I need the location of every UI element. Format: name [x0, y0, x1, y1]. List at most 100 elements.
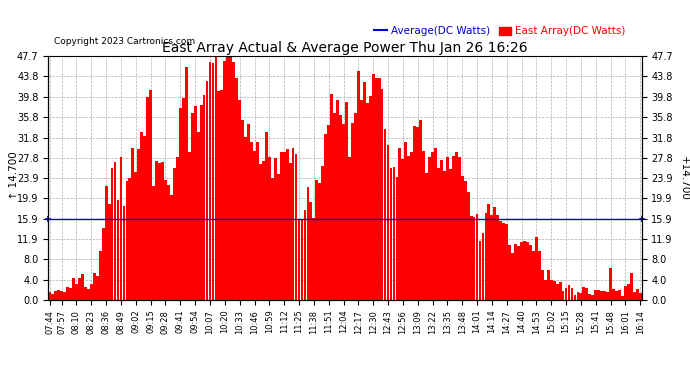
Bar: [271, 178, 274, 300]
Bar: [458, 158, 461, 300]
Bar: [262, 161, 265, 300]
Bar: [416, 127, 419, 300]
Bar: [393, 167, 395, 300]
Bar: [99, 251, 101, 300]
Bar: [532, 251, 535, 300]
Bar: [144, 136, 146, 300]
Bar: [283, 152, 286, 300]
Bar: [339, 116, 342, 300]
Bar: [128, 178, 131, 300]
Bar: [119, 157, 122, 300]
Bar: [639, 292, 642, 300]
Bar: [411, 152, 413, 300]
Bar: [161, 162, 164, 300]
Bar: [203, 96, 206, 300]
Bar: [455, 153, 457, 300]
Bar: [384, 129, 386, 300]
Bar: [535, 237, 538, 300]
Bar: [493, 207, 496, 300]
Title: East Array Actual & Average Power Thu Jan 26 16:26: East Array Actual & Average Power Thu Ja…: [162, 41, 528, 55]
Bar: [96, 276, 99, 300]
Bar: [280, 153, 283, 300]
Bar: [571, 288, 573, 300]
Bar: [511, 253, 514, 300]
Bar: [182, 98, 185, 300]
Bar: [233, 62, 235, 300]
Bar: [167, 185, 170, 300]
Bar: [582, 287, 585, 300]
Bar: [381, 89, 384, 300]
Bar: [256, 141, 259, 300]
Bar: [146, 97, 149, 300]
Bar: [440, 160, 443, 300]
Bar: [55, 291, 57, 300]
Bar: [93, 273, 96, 300]
Bar: [331, 94, 333, 300]
Bar: [140, 132, 143, 300]
Bar: [357, 71, 359, 300]
Bar: [123, 206, 126, 300]
Bar: [446, 157, 448, 300]
Bar: [407, 156, 410, 300]
Bar: [158, 163, 161, 300]
Bar: [345, 102, 348, 300]
Bar: [48, 292, 51, 300]
Bar: [259, 164, 262, 300]
Bar: [615, 291, 618, 300]
Bar: [550, 280, 553, 300]
Bar: [621, 296, 624, 300]
Bar: [149, 90, 152, 300]
Bar: [197, 132, 199, 300]
Bar: [295, 154, 297, 300]
Bar: [173, 168, 176, 300]
Bar: [562, 291, 564, 300]
Bar: [526, 242, 529, 300]
Bar: [607, 292, 609, 300]
Bar: [425, 173, 428, 300]
Bar: [114, 162, 117, 300]
Bar: [555, 284, 558, 300]
Bar: [428, 157, 431, 300]
Bar: [60, 291, 63, 300]
Bar: [399, 148, 402, 300]
Bar: [443, 171, 446, 300]
Bar: [105, 186, 108, 300]
Bar: [509, 244, 511, 300]
Bar: [221, 90, 224, 300]
Legend: Average(DC Watts), East Array(DC Watts): Average(DC Watts), East Array(DC Watts): [371, 22, 630, 40]
Bar: [366, 103, 368, 300]
Bar: [188, 152, 190, 300]
Bar: [297, 220, 300, 300]
Bar: [488, 204, 491, 300]
Bar: [580, 293, 582, 300]
Bar: [253, 150, 256, 300]
Bar: [81, 274, 83, 300]
Bar: [475, 214, 478, 300]
Bar: [333, 113, 336, 300]
Bar: [618, 290, 621, 300]
Bar: [624, 286, 627, 300]
Bar: [51, 294, 54, 300]
Bar: [500, 221, 502, 300]
Bar: [482, 233, 484, 300]
Bar: [630, 273, 633, 300]
Bar: [268, 157, 270, 300]
Bar: [585, 288, 588, 300]
Bar: [363, 82, 366, 300]
Text: Copyright 2023 Cartronics.com: Copyright 2023 Cartronics.com: [55, 38, 195, 46]
Bar: [434, 148, 437, 300]
Bar: [420, 120, 422, 300]
Bar: [87, 289, 90, 300]
Bar: [132, 148, 135, 300]
Bar: [496, 215, 499, 300]
Bar: [464, 180, 466, 300]
Bar: [318, 183, 321, 300]
Bar: [313, 218, 315, 300]
Bar: [315, 180, 318, 300]
Bar: [431, 152, 434, 300]
Bar: [598, 290, 600, 300]
Bar: [226, 56, 229, 300]
Bar: [292, 148, 295, 300]
Bar: [437, 168, 440, 300]
Bar: [185, 67, 188, 300]
